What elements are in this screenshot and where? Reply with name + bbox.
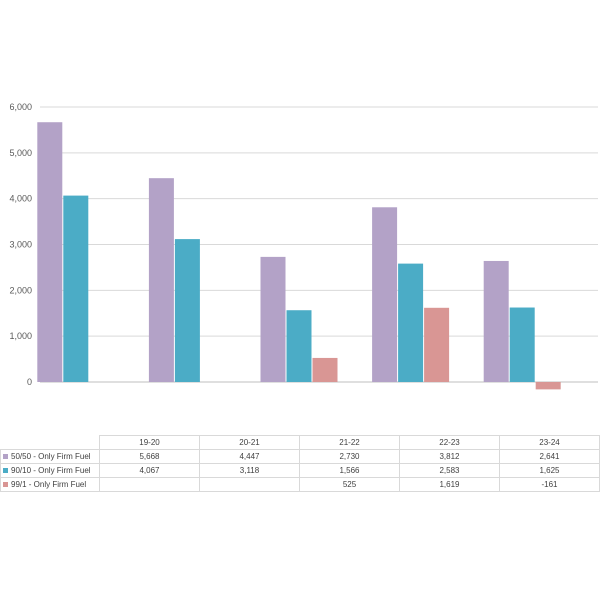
y-tick-label: 4,000 xyxy=(9,194,32,204)
legend-key xyxy=(3,468,8,474)
legend-key xyxy=(3,482,8,488)
category-label: 19-20 xyxy=(99,435,200,450)
data-table-header-row: 19-20 20-21 21-22 22-23 23-24 xyxy=(0,435,600,450)
series-legend-cell: 99/1 - Only Firm Fuel xyxy=(0,477,100,492)
data-cell: 2,641 xyxy=(499,449,600,464)
series-name: 99/1 - Only Firm Fuel xyxy=(11,480,87,489)
y-tick-label: 1,000 xyxy=(9,331,32,341)
data-cell: 525 xyxy=(299,477,400,492)
category-label: 21-22 xyxy=(299,435,400,450)
category-label: 20-21 xyxy=(199,435,300,450)
data-cell: 4,447 xyxy=(199,449,300,464)
data-cell: 1,619 xyxy=(399,477,500,492)
gridlines xyxy=(40,106,598,383)
data-cell xyxy=(99,477,200,492)
category-label: 23-24 xyxy=(499,435,600,450)
series-legend-cell: 50/50 - Only Firm Fuel xyxy=(0,449,100,464)
data-cell: 5,668 xyxy=(99,449,200,464)
data-cell: 2,730 xyxy=(299,449,400,464)
data-table-row: 99/1 - Only Firm Fuel 525 1,619 -161 xyxy=(0,477,600,492)
bar xyxy=(312,357,338,382)
data-cell: 3,812 xyxy=(399,449,500,464)
y-axis: 0 1,000 2,000 3,000 4,000 5,000 6,000 xyxy=(9,102,32,387)
y-tick-label: 0 xyxy=(27,377,32,387)
y-tick-label: 2,000 xyxy=(9,285,32,295)
legend-key xyxy=(3,454,8,460)
bars xyxy=(37,122,561,390)
bar-chart: 0 1,000 2,000 3,000 4,000 5,000 6,000 xyxy=(9,102,598,390)
y-tick-label: 3,000 xyxy=(9,240,32,250)
data-table-row: 50/50 - Only Firm Fuel 5,668 4,447 2,730… xyxy=(0,449,600,464)
series-name: 50/50 - Only Firm Fuel xyxy=(11,452,91,461)
y-tick-label: 5,000 xyxy=(9,148,32,158)
data-cell xyxy=(199,477,300,492)
bar xyxy=(174,239,200,382)
data-cell: 1,625 xyxy=(499,463,600,478)
series-legend-cell: 90/10 - Only Firm Fuel xyxy=(0,463,100,478)
data-cell: -161 xyxy=(499,477,600,492)
y-tick-label: 6,000 xyxy=(9,102,32,112)
bar xyxy=(483,260,509,382)
data-cell: 1,566 xyxy=(299,463,400,478)
bar xyxy=(372,207,398,382)
bar xyxy=(63,195,89,382)
bar xyxy=(286,310,312,382)
category-label: 22-23 xyxy=(399,435,500,450)
data-table-row: 90/10 - Only Firm Fuel 4,067 3,118 1,566… xyxy=(0,463,600,478)
series-name: 90/10 - Only Firm Fuel xyxy=(11,466,91,475)
data-cell: 3,118 xyxy=(199,463,300,478)
bar xyxy=(37,122,63,382)
bar xyxy=(398,263,424,382)
data-cell: 4,067 xyxy=(99,463,200,478)
bar xyxy=(148,178,174,382)
bar xyxy=(535,382,561,390)
bar xyxy=(260,256,286,382)
bar xyxy=(424,307,450,382)
bar xyxy=(509,307,535,382)
data-cell: 2,583 xyxy=(399,463,500,478)
data-table: 19-20 20-21 21-22 22-23 23-24 50/50 - On… xyxy=(0,435,600,492)
